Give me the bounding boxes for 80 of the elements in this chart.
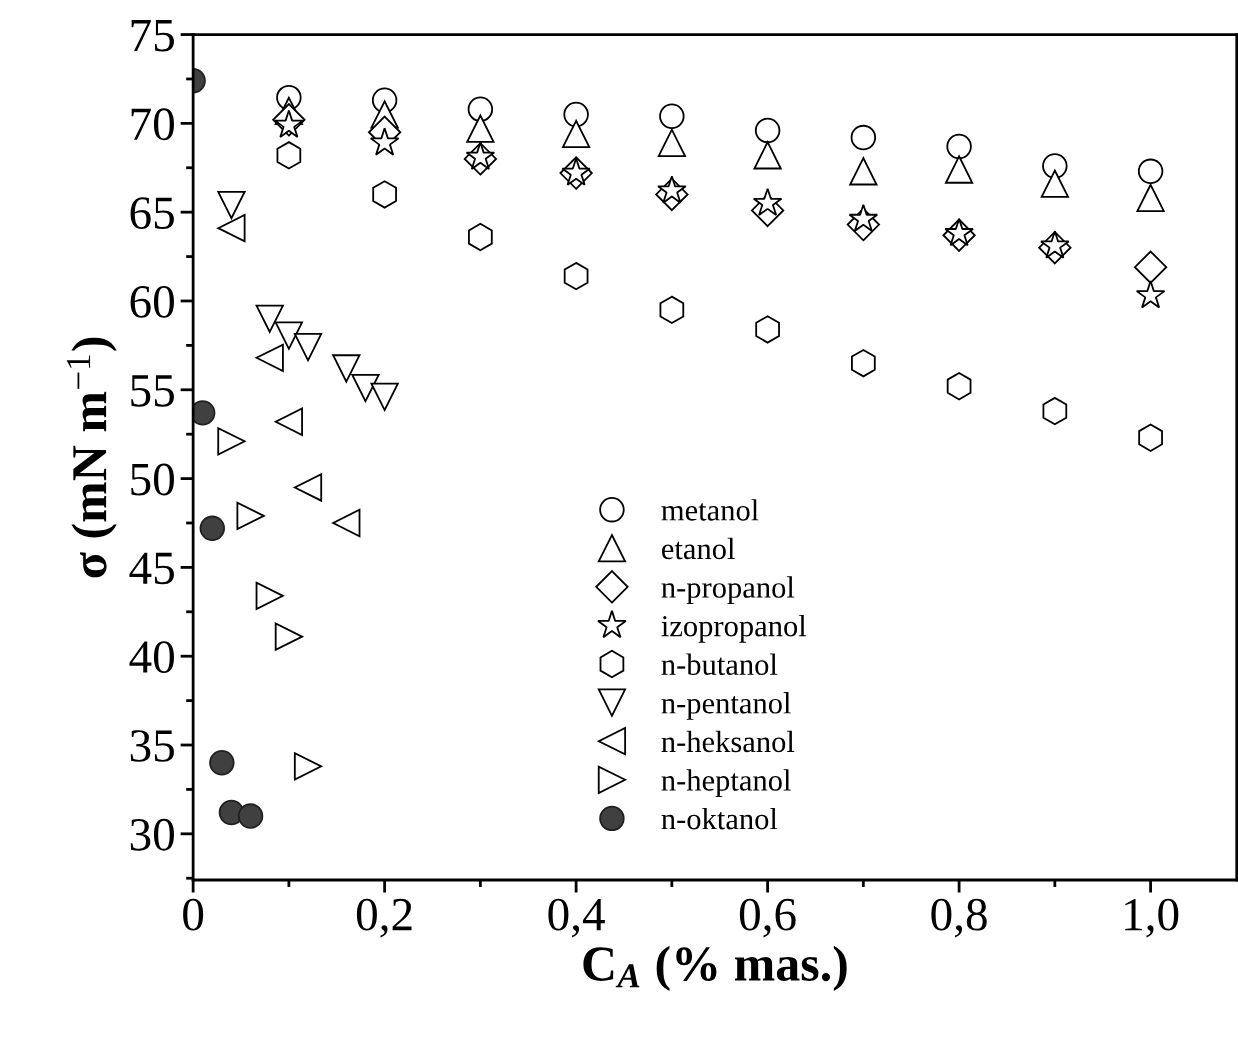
point [370, 382, 399, 411]
x-tick-label: 0,4 [548, 898, 605, 938]
legend-label: izopropanol [661, 614, 807, 643]
point [849, 157, 878, 186]
point [236, 501, 265, 530]
y-tick-label: 55 [131, 375, 174, 407]
point [755, 315, 780, 344]
point [1042, 396, 1068, 426]
point [1136, 183, 1165, 213]
legend-label: n-butanol [661, 653, 778, 676]
legend-label: n-oktanol [661, 807, 778, 830]
point [946, 133, 972, 160]
point [274, 321, 303, 350]
point [351, 373, 380, 403]
point [563, 262, 589, 291]
x-tick-label: 0,6 [739, 898, 796, 938]
point [563, 101, 589, 128]
point [944, 155, 974, 184]
y-tick-label: 50 [131, 463, 174, 496]
point [562, 119, 591, 149]
point [217, 214, 246, 243]
point [1137, 158, 1164, 185]
point [217, 427, 246, 456]
point [274, 407, 303, 436]
legend-label: n-pentanol [661, 692, 791, 720]
y-tick-label: 30 [130, 818, 174, 851]
point [255, 304, 284, 333]
legend-label: n-heptanol [661, 769, 791, 797]
y-tick-label: 60 [130, 285, 174, 318]
y-tick-label: 40 [129, 641, 174, 674]
point [754, 117, 781, 144]
point [293, 333, 323, 362]
y-tick-label: 65 [130, 197, 174, 230]
point [1138, 423, 1163, 452]
point [1133, 250, 1168, 284]
point [332, 508, 361, 538]
x-tick-label: 1,0 [1125, 898, 1179, 938]
y-tick-label: 70 [131, 108, 174, 141]
y-axis-title: σ (mN m$^{−1}$) [66, 337, 117, 578]
x-tick-label: 0,8 [931, 898, 987, 938]
y-tick-label: 75 [131, 20, 174, 52]
x-tick-label: 0,2 [356, 898, 412, 938]
legend-label: metanol [661, 499, 759, 521]
point [372, 180, 397, 209]
point [217, 190, 246, 220]
point [276, 141, 302, 170]
point [1135, 280, 1166, 309]
point [659, 295, 685, 324]
point [467, 96, 494, 122]
point [466, 114, 495, 143]
point [468, 222, 493, 252]
point [659, 103, 685, 129]
point [293, 473, 323, 502]
point [465, 141, 496, 170]
point [293, 752, 323, 781]
y-tick-label: 45 [129, 552, 174, 585]
point [199, 515, 225, 542]
point [255, 581, 284, 610]
point [1042, 153, 1068, 179]
y-tick-label: 35 [130, 730, 174, 762]
legend-label: n-propanol [661, 576, 795, 605]
point [237, 803, 264, 829]
legend-label: etanol [662, 537, 735, 560]
point [657, 128, 686, 157]
x-axis-title: C$_{A}$ (% mas.) [583, 945, 847, 992]
point [255, 343, 284, 372]
point [850, 124, 877, 151]
point [851, 349, 876, 378]
point [657, 175, 687, 204]
point [752, 187, 783, 216]
x-tick-label: 0 [183, 898, 204, 931]
point [848, 203, 879, 232]
point [753, 141, 782, 170]
point [369, 127, 400, 156]
point [946, 372, 972, 401]
legend-label: n-heksanol [661, 730, 795, 753]
point [332, 354, 361, 383]
point [274, 622, 303, 651]
point [1040, 169, 1069, 198]
point [209, 750, 235, 776]
